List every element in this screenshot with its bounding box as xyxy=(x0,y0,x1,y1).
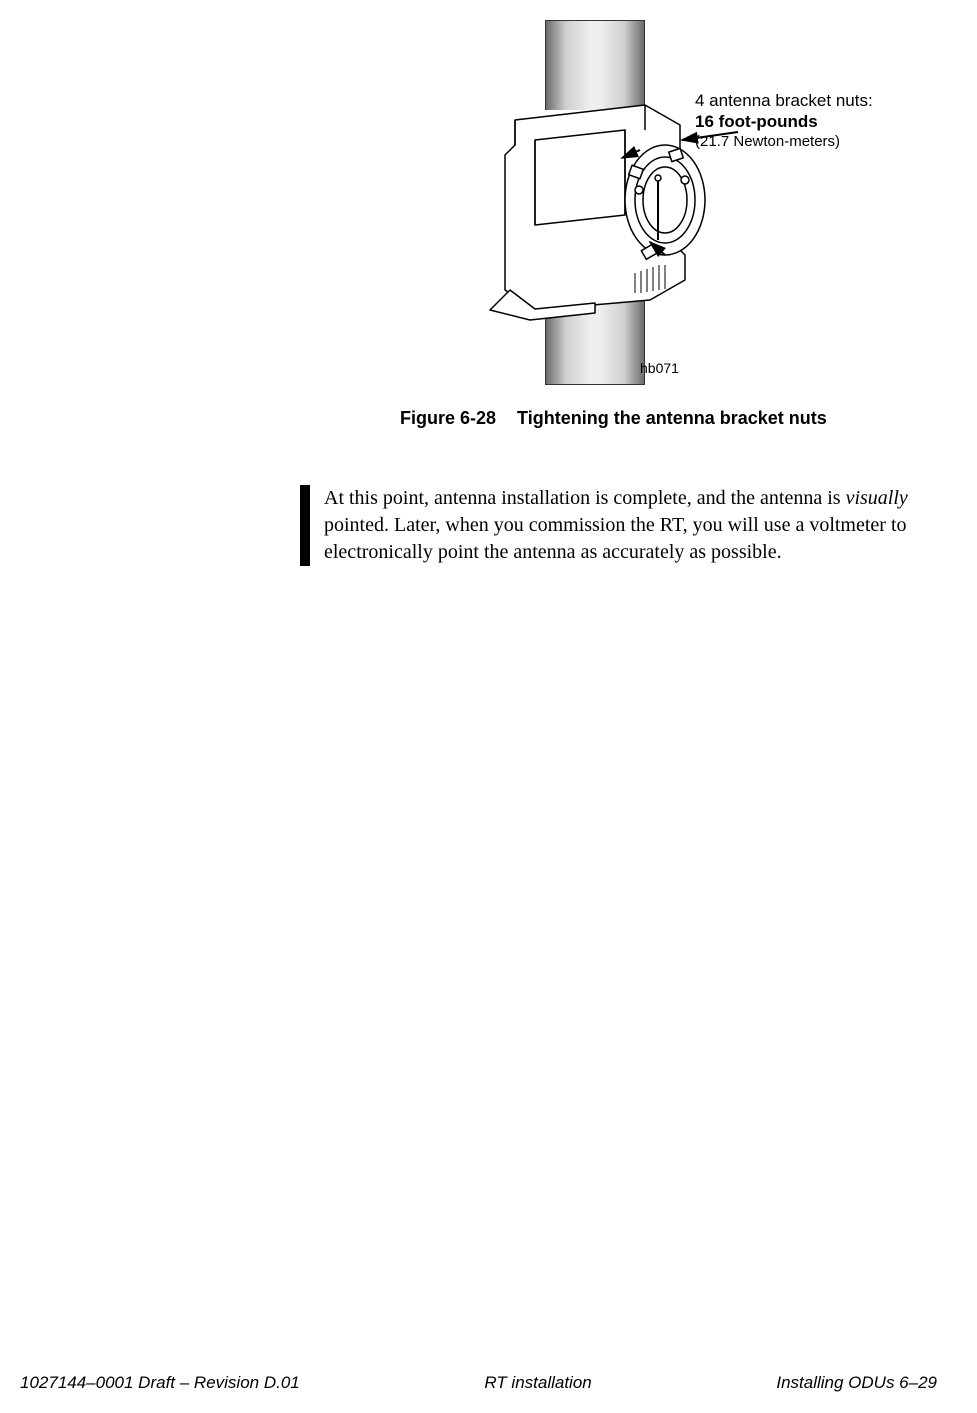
figure-caption: Figure 6-28 Tightening the antenna brack… xyxy=(400,408,940,429)
body-text-em: visually xyxy=(846,487,908,509)
figure-title: Tightening the antenna bracket nuts xyxy=(517,408,827,428)
page-footer: 1027144–0001 Draft – Revision D.01 RT in… xyxy=(0,1373,977,1393)
footer-left: 1027144–0001 Draft – Revision D.01 xyxy=(20,1373,300,1393)
bracket-line-art xyxy=(475,95,725,325)
image-reference-id: hb071 xyxy=(640,360,679,376)
body-paragraph-block: At this point, antenna installation is c… xyxy=(300,485,940,566)
page: 4 antenna bracket nuts: 16 foot-pounds (… xyxy=(0,0,977,1413)
callout-line3: (21.7 Newton-meters) xyxy=(695,133,925,152)
body-text-before: At this point, antenna installation is c… xyxy=(324,487,846,509)
revision-bar xyxy=(300,485,310,566)
body-paragraph: At this point, antenna installation is c… xyxy=(324,485,940,566)
figure-number: Figure 6-28 xyxy=(400,408,496,428)
callout-line1: 4 antenna bracket nuts: xyxy=(695,90,925,111)
footer-center: RT installation xyxy=(484,1373,591,1393)
body-text-after: pointed. Later, when you commission the … xyxy=(324,514,907,563)
footer-right: Installing ODUs 6–29 xyxy=(776,1373,937,1393)
figure-area: 4 antenna bracket nuts: 16 foot-pounds (… xyxy=(400,20,940,400)
bracket-diagram xyxy=(450,20,730,385)
callout-line2: 16 foot-pounds xyxy=(695,111,925,132)
callout-text: 4 antenna bracket nuts: 16 foot-pounds (… xyxy=(695,90,925,151)
